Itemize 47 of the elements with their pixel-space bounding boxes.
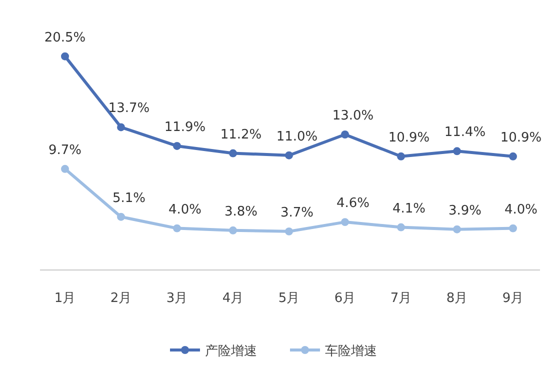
- x-tick-label: 1月: [54, 291, 76, 306]
- point: [285, 151, 293, 160]
- data-label: 11.9%: [164, 120, 206, 135]
- x-tick-label: 8月: [446, 291, 468, 306]
- x-tick-label: 2月: [110, 291, 132, 306]
- x-tick-label: 9月: [502, 291, 524, 306]
- legend-label: 产险增速: [205, 344, 257, 359]
- data-label: 13.0%: [332, 108, 374, 124]
- data-label: 9.7%: [48, 142, 82, 158]
- data-label: 11.0%: [276, 129, 318, 144]
- x-tick-label: 6月: [334, 291, 356, 306]
- point: [229, 226, 237, 234]
- data-label: 11.2%: [220, 127, 262, 142]
- data-label: 13.7%: [108, 101, 150, 116]
- point: [229, 149, 237, 158]
- x-tick-label: 7月: [390, 291, 412, 306]
- data-label: 20.5%: [44, 30, 86, 46]
- x-tick-label: 5月: [278, 291, 300, 306]
- data-label: 4.0%: [168, 202, 202, 218]
- data-label: 3.9%: [448, 203, 482, 218]
- legend-label: 车险增速: [325, 344, 377, 359]
- data-label: 10.9%: [500, 130, 542, 146]
- point: [173, 224, 181, 232]
- point: [117, 123, 125, 132]
- x-tick-label: 4月: [222, 291, 244, 306]
- point: [453, 147, 461, 156]
- data-label: 10.9%: [388, 130, 430, 146]
- point: [509, 152, 517, 160]
- point: [397, 152, 405, 160]
- point: [341, 130, 349, 138]
- point: [61, 52, 69, 60]
- data-label: 4.1%: [392, 201, 426, 216]
- point: [453, 225, 461, 234]
- point: [117, 212, 125, 221]
- point: [341, 218, 349, 226]
- point: [509, 224, 517, 232]
- data-label: 4.0%: [504, 202, 538, 218]
- x-tick-label: 3月: [166, 291, 188, 306]
- data-label: 3.8%: [224, 204, 258, 220]
- data-label: 5.1%: [112, 190, 146, 206]
- data-label: 11.4%: [444, 125, 486, 140]
- point: [173, 142, 181, 150]
- point: [285, 227, 293, 236]
- data-label: 3.7%: [280, 205, 314, 220]
- data-label: 4.6%: [336, 196, 370, 212]
- point: [397, 223, 405, 232]
- point: [61, 164, 69, 173]
